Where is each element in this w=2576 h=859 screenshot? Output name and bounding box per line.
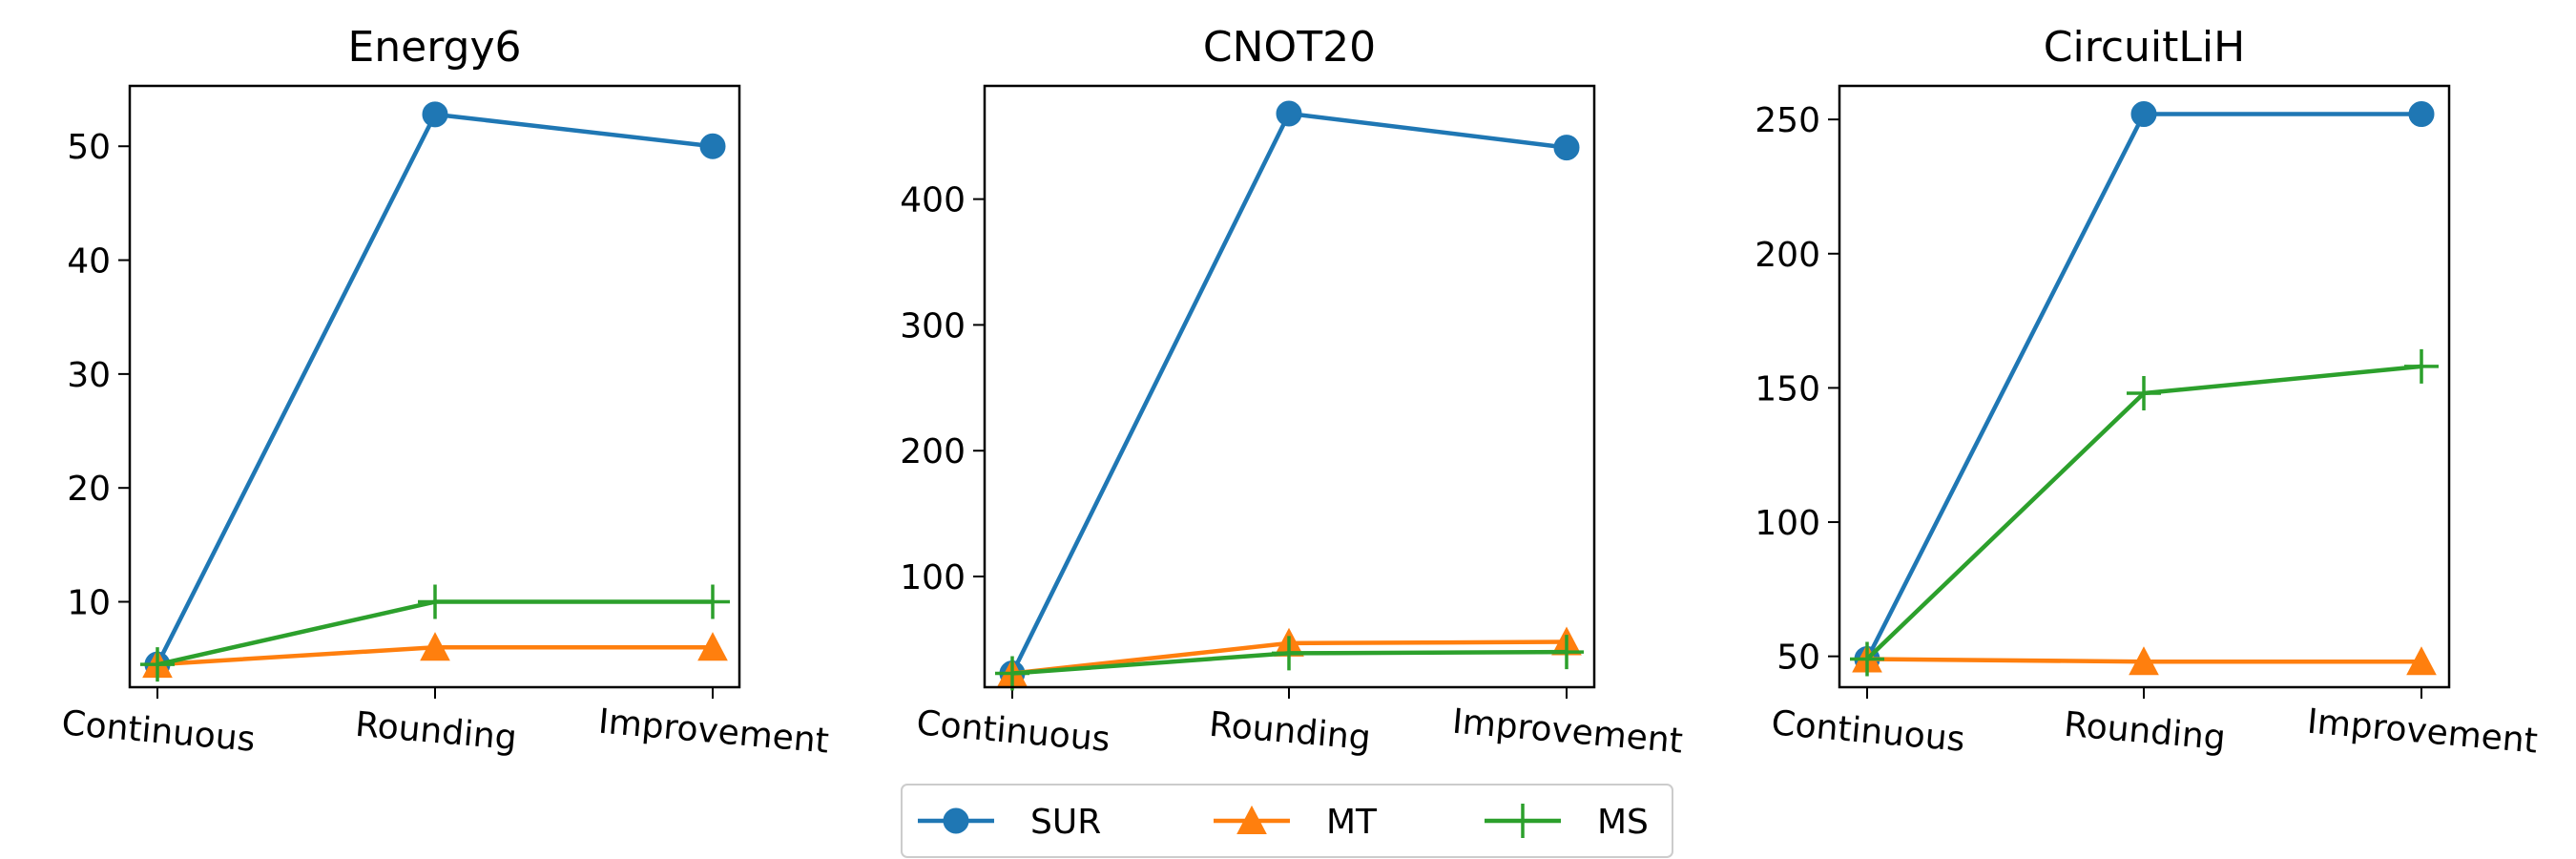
data-point-ms [140, 647, 175, 682]
chart-title: Energy6 [347, 23, 521, 72]
x-tick-label: Continuous [1770, 703, 1966, 760]
data-point-mt [420, 632, 450, 661]
legend-marker [943, 807, 969, 834]
y-tick-label: 250 [1755, 101, 1820, 140]
legend-label: SUR [1030, 803, 1101, 842]
x-tick-label: Improvement [597, 702, 831, 762]
legend-marker [1506, 804, 1540, 838]
plot-frame [1838, 84, 2451, 689]
plot-frame [983, 84, 1596, 689]
data-point-ms [1850, 641, 1884, 677]
x-tick-label: Rounding [1208, 705, 1373, 759]
y-tick-label: 100 [1755, 504, 1820, 543]
x-tick-label: Continuous [915, 703, 1111, 760]
chart-panel-1: Energy6 10 20 30 40 50 Continuous Rounding Impro… [60, 23, 830, 762]
series-line-sur [1009, 111, 1568, 675]
data-point-ms [2127, 376, 2161, 411]
data-point-sur [1553, 135, 1580, 161]
x-tick-label: Rounding [354, 705, 519, 759]
legend-entry-ms: MS [1485, 803, 1649, 842]
y-tick-label: 40 [67, 242, 111, 282]
legend-label: MS [1597, 803, 1649, 842]
y-tick-label: 400 [900, 181, 966, 220]
x-tick-label: Improvement [1451, 702, 1685, 762]
chart-panel-2: CNOT20 100 200 300 400 Continuous Rounding Impr… [900, 23, 1684, 762]
chart-panel-3: CircuitLiH 50 100 150 200 250 Continuous Roundi… [1755, 23, 2539, 762]
legend-label: MT [1326, 803, 1378, 842]
x-tick-label: Improvement [2306, 702, 2540, 762]
y-tick-label: 200 [1755, 236, 1820, 275]
legend: SUR MT MS [901, 784, 1673, 858]
data-point-ms [2404, 348, 2439, 384]
x-tick-label: Continuous [60, 703, 257, 760]
chart-title: CircuitLiH [2044, 23, 2245, 72]
plot-frame [128, 84, 741, 689]
legend-entry-mt: MT [1214, 803, 1378, 842]
data-point-ms [1272, 636, 1306, 671]
y-tick-label: 200 [900, 432, 966, 471]
data-point-sur [2130, 101, 2157, 128]
data-point-sur [422, 101, 448, 128]
x-tick-label: Rounding [2063, 705, 2228, 759]
y-tick-label: 30 [67, 356, 111, 395]
y-tick-label: 100 [900, 558, 966, 597]
y-tick-label: 10 [67, 584, 111, 623]
data-point-mt [2406, 646, 2437, 676]
data-point-ms [418, 584, 452, 619]
y-tick-label: 20 [67, 470, 111, 509]
y-tick-label: 150 [1755, 369, 1820, 409]
data-point-mt [2129, 646, 2159, 676]
data-point-sur [1276, 100, 1302, 127]
legend-entry-sur: SUR [918, 803, 1101, 842]
data-point-mt [697, 632, 728, 661]
chart-title: CNOT20 [1203, 23, 1376, 72]
data-point-ms [1549, 635, 1584, 670]
data-point-sur [2408, 101, 2435, 128]
y-tick-label: 50 [1776, 639, 1820, 678]
series-line-sur [155, 112, 714, 666]
data-point-ms [995, 656, 1029, 691]
y-tick-label: 300 [900, 306, 966, 346]
data-point-sur [699, 133, 726, 159]
legend-marker [1236, 805, 1267, 834]
data-point-ms [696, 584, 730, 619]
y-tick-label: 50 [67, 128, 111, 167]
